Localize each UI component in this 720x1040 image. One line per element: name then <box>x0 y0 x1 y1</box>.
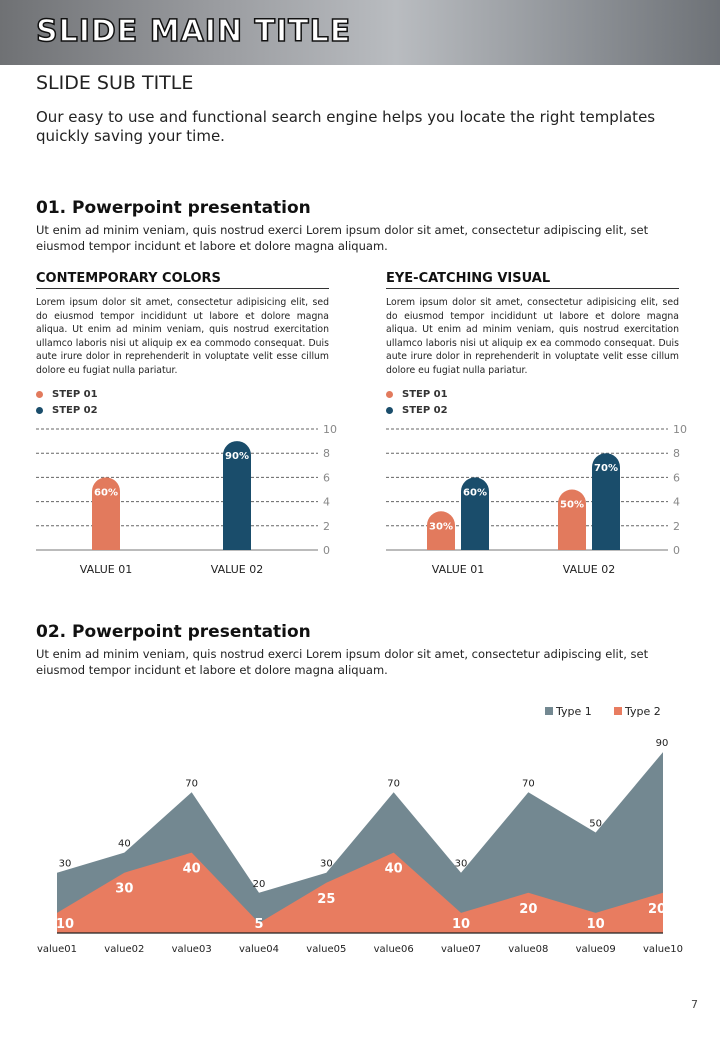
legend-dot-step01 <box>386 390 393 398</box>
type2-data-label: 5 <box>254 917 263 932</box>
x-tick-label: value08 <box>508 944 548 955</box>
bar <box>558 489 586 550</box>
intro-text: Our easy to use and functional search en… <box>36 108 656 145</box>
x-tick-label: value05 <box>306 944 346 955</box>
type1-data-label: 70 <box>185 778 198 789</box>
y-tick-label: 0 <box>673 544 680 557</box>
type1-data-label: 30 <box>455 859 468 870</box>
y-tick-label: 4 <box>323 496 330 509</box>
page-number: 7 <box>691 998 698 1011</box>
x-tick-label: value06 <box>374 944 414 955</box>
type2-data-label: 25 <box>317 892 335 907</box>
section1-title: 01. Powerpoint presentation <box>36 198 311 218</box>
legend-label: STEP 01 <box>402 388 448 400</box>
legend-label: STEP 01 <box>52 388 98 400</box>
right-col-text: Lorem ipsum dolor sit amet, consectetur … <box>386 297 679 376</box>
left-col-text: Lorem ipsum dolor sit amet, consectetur … <box>36 297 329 376</box>
right-col-title: EYE-CATCHING VISUAL <box>386 271 679 289</box>
x-tick-label: VALUE 02 <box>563 563 615 576</box>
bar-data-label: 70% <box>594 463 618 474</box>
legend-label: STEP 02 <box>52 404 98 416</box>
y-tick-label: 4 <box>673 496 680 509</box>
legend-label: STEP 02 <box>402 404 448 416</box>
bar <box>92 477 121 550</box>
bar-data-label: 90% <box>225 451 249 462</box>
bar <box>461 477 489 550</box>
legend-swatch <box>545 707 553 715</box>
bar-data-label: 50% <box>560 500 584 511</box>
type2-data-label: 10 <box>56 917 74 932</box>
x-tick-label: value03 <box>172 944 212 955</box>
bar <box>223 441 251 550</box>
type2-data-label: 20 <box>519 902 537 917</box>
type1-data-label: 70 <box>387 778 400 789</box>
type1-data-label: 90 <box>656 738 669 749</box>
y-tick-label: 10 <box>673 423 687 436</box>
x-tick-label: value01 <box>37 944 77 955</box>
x-tick-label: value10 <box>643 944 683 955</box>
bar-data-label: 60% <box>94 487 118 498</box>
type1-data-label: 30 <box>59 859 72 870</box>
legend-swatch <box>614 707 622 715</box>
section2-text: Ut enim ad minim veniam, quis nostrud ex… <box>36 647 649 677</box>
legend-label: Type 2 <box>624 705 661 718</box>
type2-data-label: 20 <box>648 902 666 917</box>
slide-title: SLIDE MAIN TITLE <box>35 13 352 50</box>
x-tick-label: value04 <box>239 944 279 955</box>
legend-label: Type 1 <box>555 705 592 718</box>
type2-data-label: 40 <box>385 862 403 877</box>
section1-text: Ut enim ad minim veniam, quis nostrud ex… <box>36 223 649 253</box>
section2-title: 02. Powerpoint presentation <box>36 622 311 642</box>
slide-subtitle: SLIDE SUB TITLE <box>36 72 194 94</box>
legend-dot-step02 <box>36 406 43 414</box>
header-banner <box>0 0 720 65</box>
x-tick-label: value07 <box>441 944 481 955</box>
type2-data-label: 40 <box>183 862 201 877</box>
x-tick-label: VALUE 01 <box>80 563 132 576</box>
type2-data-label: 30 <box>115 882 133 897</box>
type1-data-label: 40 <box>118 839 131 850</box>
bar-data-label: 60% <box>463 487 487 498</box>
left-col-title: CONTEMPORARY COLORS <box>36 271 329 289</box>
type1-data-label: 30 <box>320 859 333 870</box>
y-tick-label: 6 <box>323 471 330 484</box>
x-tick-label: value02 <box>104 944 144 955</box>
type1-data-label: 70 <box>522 778 535 789</box>
type1-data-label: 20 <box>253 879 266 890</box>
area-type-2 <box>57 852 663 933</box>
bar <box>592 453 620 550</box>
y-tick-label: 8 <box>323 447 330 460</box>
y-tick-label: 10 <box>323 423 337 436</box>
x-tick-label: VALUE 02 <box>211 563 263 576</box>
right-chart-legend: STEP 01 STEP 02 <box>386 386 448 418</box>
bar-data-label: 30% <box>429 521 453 532</box>
y-tick-label: 8 <box>673 447 680 460</box>
type1-data-label: 50 <box>589 819 602 830</box>
bar <box>427 511 455 550</box>
legend-dot-step01 <box>36 390 43 398</box>
type2-data-label: 10 <box>452 917 470 932</box>
left-chart-legend: STEP 01 STEP 02 <box>36 386 98 418</box>
x-tick-label: value09 <box>576 944 616 955</box>
y-tick-label: 2 <box>323 520 330 533</box>
type2-data-label: 10 <box>587 917 605 932</box>
y-tick-label: 0 <box>323 544 330 557</box>
x-tick-label: VALUE 01 <box>432 563 484 576</box>
legend-dot-step02 <box>386 406 393 414</box>
y-tick-label: 6 <box>673 471 680 484</box>
y-tick-label: 2 <box>673 520 680 533</box>
